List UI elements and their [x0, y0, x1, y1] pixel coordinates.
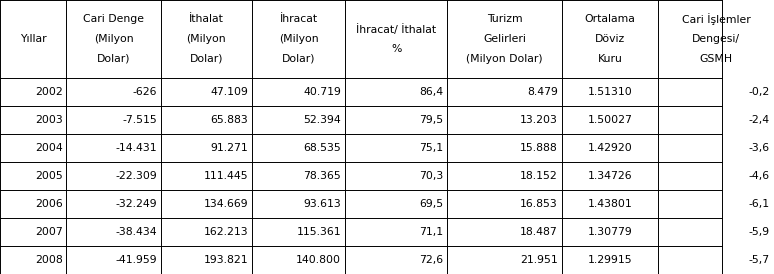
Text: -7.515: -7.515	[122, 115, 157, 125]
Text: 1.34726: 1.34726	[587, 171, 632, 181]
Text: 71,1: 71,1	[419, 227, 443, 237]
Text: 1.30779: 1.30779	[587, 227, 632, 237]
Text: %: %	[391, 44, 401, 54]
Text: 13.203: 13.203	[520, 115, 558, 125]
Text: (Milyon Dolar): (Milyon Dolar)	[466, 53, 543, 64]
Text: 2004: 2004	[35, 143, 63, 153]
Text: 2003: 2003	[35, 115, 63, 125]
Text: Turizm: Turizm	[487, 15, 522, 24]
Text: 8.479: 8.479	[527, 87, 558, 97]
Text: 1.43801: 1.43801	[587, 199, 632, 209]
Text: Ortalama: Ortalama	[584, 15, 635, 24]
Text: Kuru: Kuru	[598, 53, 622, 64]
Text: -38.434: -38.434	[115, 227, 157, 237]
Text: 79,5: 79,5	[419, 115, 443, 125]
Text: Yıllar: Yıllar	[20, 34, 46, 44]
Text: Dolar): Dolar)	[97, 53, 130, 64]
Text: -626: -626	[132, 87, 157, 97]
Text: 18.152: 18.152	[520, 171, 558, 181]
Text: -3,6: -3,6	[749, 143, 770, 153]
Text: 86,4: 86,4	[419, 87, 443, 97]
Text: 140.800: 140.800	[296, 255, 341, 265]
Text: -4,6: -4,6	[749, 171, 770, 181]
Text: 1.50027: 1.50027	[587, 115, 632, 125]
Text: -32.249: -32.249	[115, 199, 157, 209]
Text: 18.487: 18.487	[520, 227, 558, 237]
Text: -41.959: -41.959	[115, 255, 157, 265]
Text: 2005: 2005	[35, 171, 63, 181]
Text: 16.853: 16.853	[520, 199, 558, 209]
Text: 1.51310: 1.51310	[587, 87, 632, 97]
Text: 70,3: 70,3	[419, 171, 443, 181]
Text: İhracat: İhracat	[279, 15, 317, 24]
Text: 40.719: 40.719	[303, 87, 341, 97]
Text: 21.951: 21.951	[520, 255, 558, 265]
Text: 2002: 2002	[35, 87, 63, 97]
Text: Dengesi/: Dengesi/	[692, 34, 740, 44]
Text: -22.309: -22.309	[115, 171, 157, 181]
Text: 78.365: 78.365	[303, 171, 341, 181]
Text: 193.821: 193.821	[204, 255, 248, 265]
Text: 47.109: 47.109	[210, 87, 248, 97]
Text: 72,6: 72,6	[419, 255, 443, 265]
Text: 65.883: 65.883	[211, 115, 248, 125]
Text: 93.613: 93.613	[303, 199, 341, 209]
Text: Dolar): Dolar)	[190, 53, 223, 64]
Text: 111.445: 111.445	[204, 171, 248, 181]
Text: 2006: 2006	[35, 199, 63, 209]
Text: Dolar): Dolar)	[282, 53, 315, 64]
Text: Döviz: Döviz	[595, 34, 625, 44]
Text: 91.271: 91.271	[211, 143, 248, 153]
Text: -0,2: -0,2	[748, 87, 770, 97]
Text: 115.361: 115.361	[296, 227, 341, 237]
Text: Cari Denge: Cari Denge	[83, 15, 144, 24]
Text: 52.394: 52.394	[303, 115, 341, 125]
Text: 75,1: 75,1	[419, 143, 443, 153]
Text: 2008: 2008	[35, 255, 63, 265]
Text: 2007: 2007	[35, 227, 63, 237]
Text: Gelirleri: Gelirleri	[483, 34, 526, 44]
Text: -6,1: -6,1	[749, 199, 770, 209]
Text: (Milyon: (Milyon	[94, 34, 133, 44]
Text: -14.431: -14.431	[115, 143, 157, 153]
Text: 1.29915: 1.29915	[587, 255, 632, 265]
Text: 1.42920: 1.42920	[587, 143, 632, 153]
Text: İthalat: İthalat	[189, 15, 224, 24]
Text: 68.535: 68.535	[303, 143, 341, 153]
Text: GSMH: GSMH	[700, 53, 733, 64]
Text: -5,9: -5,9	[749, 227, 770, 237]
Text: -2,4: -2,4	[749, 115, 770, 125]
Text: (Milyon: (Milyon	[279, 34, 318, 44]
Text: İhracat/ İthalat: İhracat/ İthalat	[356, 24, 437, 35]
Text: 134.669: 134.669	[204, 199, 248, 209]
Text: 162.213: 162.213	[204, 227, 248, 237]
Text: (Milyon: (Milyon	[187, 34, 226, 44]
Text: 15.888: 15.888	[520, 143, 558, 153]
Text: Cari İşlemler: Cari İşlemler	[682, 13, 751, 25]
Text: 69,5: 69,5	[419, 199, 443, 209]
Text: -5,7: -5,7	[749, 255, 770, 265]
